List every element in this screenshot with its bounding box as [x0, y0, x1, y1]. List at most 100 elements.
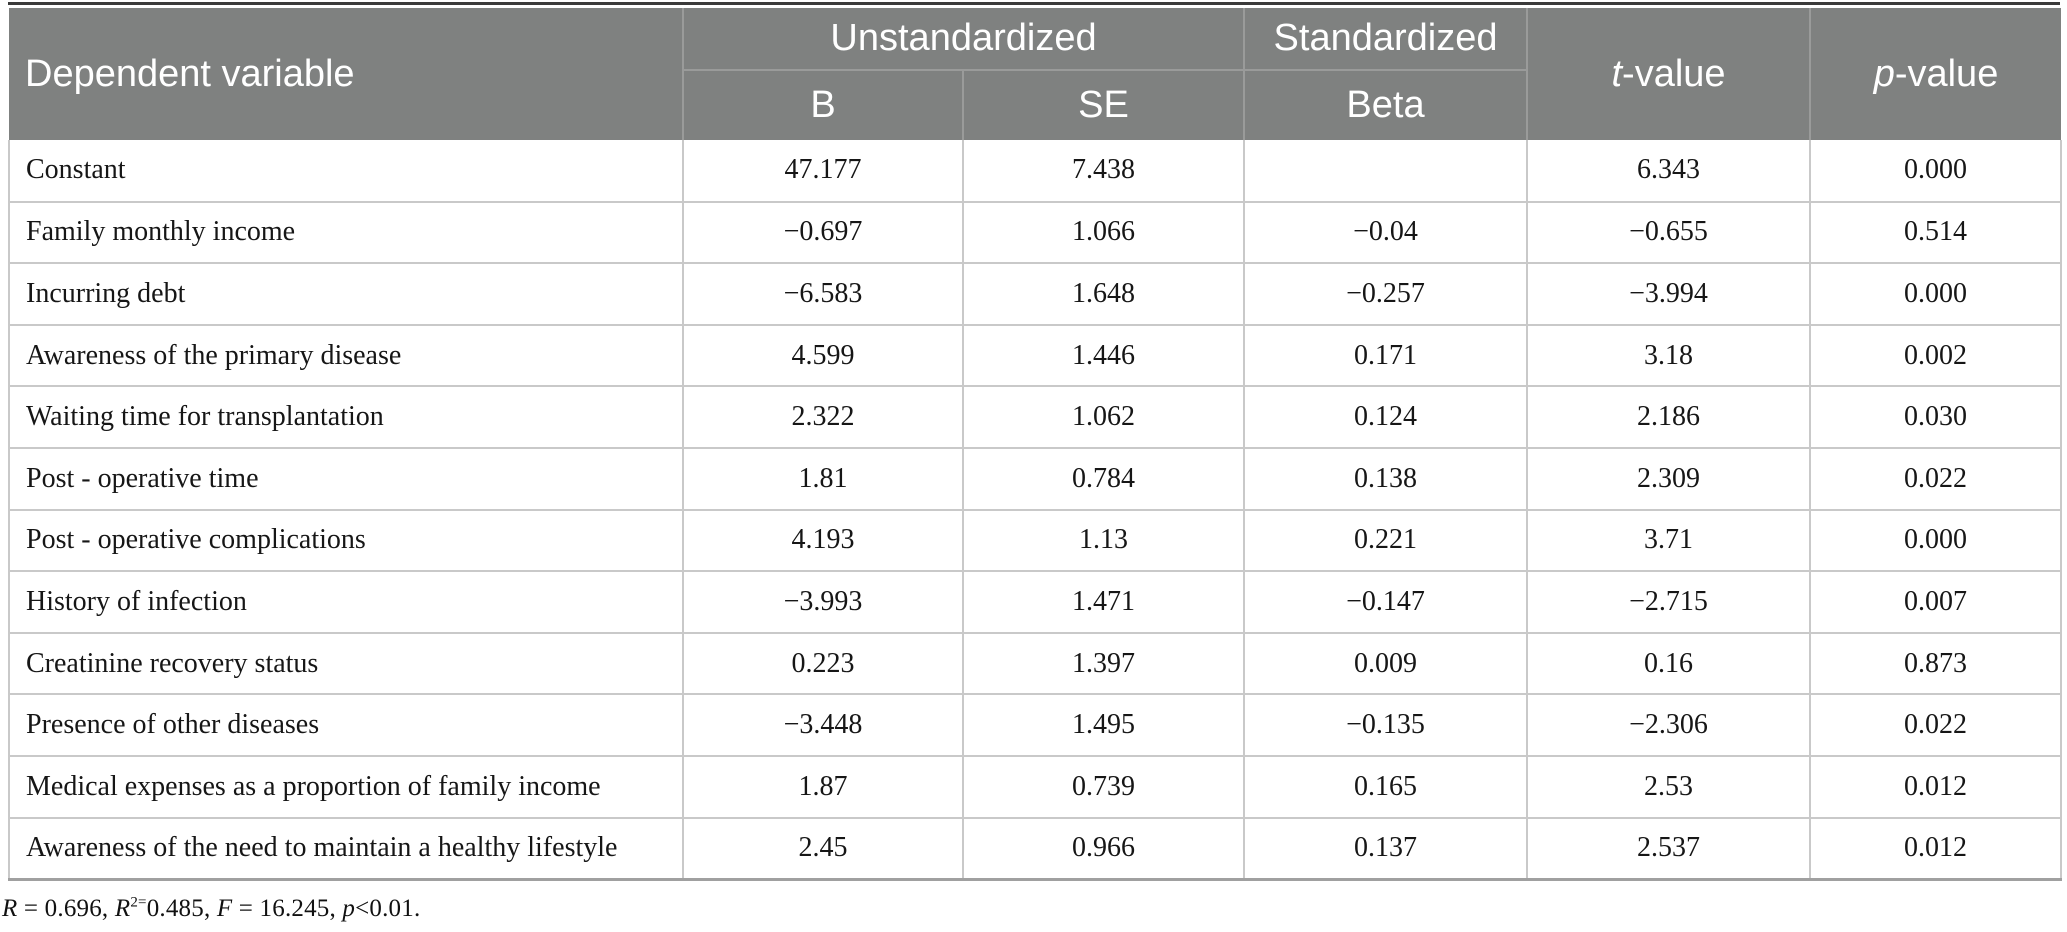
- cell-t: 2.186: [1526, 385, 1811, 448]
- cell-t: 2.309: [1526, 446, 1811, 510]
- header-row-subcolumns: B SE Beta: [9, 70, 2061, 140]
- cell-se: 1.495: [961, 693, 1245, 756]
- table-row: Creatinine recovery status 0.223 1.397 0…: [8, 631, 2063, 695]
- cell-se: 1.13: [961, 508, 1245, 572]
- cell-beta: 0.137: [1243, 816, 1528, 881]
- cell-p: 0.030: [1809, 385, 2063, 448]
- table-row: Post - operative complications 4.193 1.1…: [8, 508, 2063, 572]
- cell-t: 6.343: [1526, 140, 1811, 202]
- cell-p: 0.012: [1809, 754, 2063, 818]
- cell-beta: 0.138: [1243, 446, 1528, 510]
- cell-p: 0.000: [1809, 140, 2063, 202]
- header-row-groups: Dependent variable Unstandardized Standa…: [9, 8, 2062, 140]
- table-row: Waiting time for transplantation 2.322 1…: [8, 385, 2063, 448]
- cell-se: 1.471: [961, 570, 1245, 633]
- p-value-suffix: -value: [1894, 52, 1999, 95]
- row-label: Family monthly income: [8, 200, 683, 264]
- cell-p: 0.514: [1809, 200, 2063, 264]
- table-row: Constant 47.177 7.438 6.343 0.000: [8, 140, 2063, 202]
- cell-p: 0.000: [1809, 508, 2063, 572]
- cell-t: 2.53: [1526, 754, 1811, 818]
- cell-b: −3.993: [682, 570, 963, 633]
- cell-t: 0.16: [1526, 631, 1811, 695]
- header-t-value: t-value: [1526, 8, 1811, 140]
- row-label: Medical expenses as a proportion of fami…: [8, 754, 683, 818]
- table-header: Dependent variable Unstandardized Standa…: [9, 8, 2062, 140]
- cell-b: −6.583: [682, 262, 963, 325]
- cell-se: 0.739: [961, 754, 1245, 818]
- cell-t: −3.994: [1526, 262, 1811, 325]
- row-label: Awareness of the primary disease: [8, 323, 683, 387]
- cell-b: 2.322: [682, 385, 963, 448]
- cell-t: −0.655: [1526, 200, 1811, 264]
- cell-beta: −0.135: [1243, 693, 1528, 756]
- cell-beta: 0.009: [1243, 631, 1528, 695]
- cell-se: 1.397: [961, 631, 1245, 695]
- cell-t: −2.306: [1526, 693, 1811, 756]
- p-value-italic-letter: p: [1873, 52, 1895, 95]
- t-value-suffix: -value: [1622, 52, 1726, 95]
- cell-t: 2.537: [1526, 816, 1811, 881]
- cell-beta: 0.124: [1243, 385, 1528, 448]
- header-p-value: p-value: [1809, 8, 2062, 140]
- cell-se: 1.446: [961, 323, 1245, 387]
- cell-b: 47.177: [682, 140, 963, 202]
- cell-b: 4.193: [682, 508, 963, 572]
- cell-p: 0.022: [1809, 693, 2063, 756]
- header-b: B: [682, 70, 963, 140]
- row-label: Post - operative time: [8, 446, 683, 510]
- table-row: Awareness of the need to maintain a heal…: [8, 816, 2063, 881]
- row-label: Waiting time for transplantation: [8, 385, 683, 448]
- cell-beta: 0.171: [1243, 323, 1528, 387]
- cell-t: −2.715: [1526, 570, 1811, 633]
- table-row: Post - operative time 1.81 0.784 0.138 2…: [8, 446, 2063, 510]
- cell-beta: 0.221: [1243, 508, 1528, 572]
- table-row: Medical expenses as a proportion of fami…: [8, 754, 2063, 818]
- cell-beta: 0.165: [1243, 754, 1528, 818]
- header-unstandardized: Unstandardized: [681, 8, 1245, 71]
- row-label: Constant: [8, 140, 683, 202]
- row-label: Awareness of the need to maintain a heal…: [8, 816, 683, 881]
- cell-se: 1.066: [961, 200, 1245, 264]
- row-label: Incurring debt: [8, 262, 683, 325]
- cell-b: 1.87: [682, 754, 963, 818]
- cell-b: −3.448: [682, 693, 963, 756]
- table-footnote: R = 0.696, R2=0.485, F = 16.245, p<0.01.: [2, 894, 421, 922]
- row-label: Creatinine recovery status: [8, 631, 683, 695]
- cell-se: 7.438: [961, 140, 1245, 202]
- cell-p: 0.022: [1809, 446, 2063, 510]
- cell-p: 0.000: [1809, 262, 2063, 325]
- row-label: Presence of other diseases: [8, 693, 683, 756]
- cell-b: 1.81: [682, 446, 963, 510]
- cell-beta: [1243, 140, 1528, 202]
- table-row: Presence of other diseases −3.448 1.495 …: [8, 693, 2063, 756]
- cell-se: 1.062: [961, 385, 1245, 448]
- header-beta: Beta: [1243, 70, 1528, 140]
- cell-b: 0.223: [682, 631, 963, 695]
- cell-se: 0.784: [961, 446, 1245, 510]
- table-row: Incurring debt −6.583 1.648 −0.257 −3.99…: [8, 262, 2063, 325]
- cell-p: 0.007: [1809, 570, 2063, 633]
- header-se: SE: [961, 70, 1245, 140]
- row-label: History of infection: [8, 570, 683, 633]
- table-body: Constant 47.177 7.438 6.343 0.000 Family…: [8, 140, 2063, 881]
- cell-se: 0.966: [961, 816, 1245, 881]
- cell-beta: −0.147: [1243, 570, 1528, 633]
- table-row: Family monthly income −0.697 1.066 −0.04…: [8, 200, 2063, 264]
- cell-b: −0.697: [682, 200, 963, 264]
- cell-t: 3.71: [1526, 508, 1811, 572]
- table-row: History of infection −3.993 1.471 −0.147…: [8, 570, 2063, 633]
- row-label: Post - operative complications: [8, 508, 683, 572]
- cell-beta: −0.257: [1243, 262, 1528, 325]
- cell-se: 1.648: [961, 262, 1245, 325]
- regression-table: Dependent variable Unstandardized Standa…: [8, 8, 2063, 881]
- cell-b: 2.45: [682, 816, 963, 881]
- table-top-rule: [8, 2, 2060, 5]
- cell-b: 4.599: [682, 323, 963, 387]
- cell-p: 0.012: [1809, 816, 2063, 881]
- cell-p: 0.002: [1809, 323, 2063, 387]
- header-dependent-variable: Dependent variable: [9, 8, 683, 140]
- cell-beta: −0.04: [1243, 200, 1528, 264]
- cell-t: 3.18: [1526, 323, 1811, 387]
